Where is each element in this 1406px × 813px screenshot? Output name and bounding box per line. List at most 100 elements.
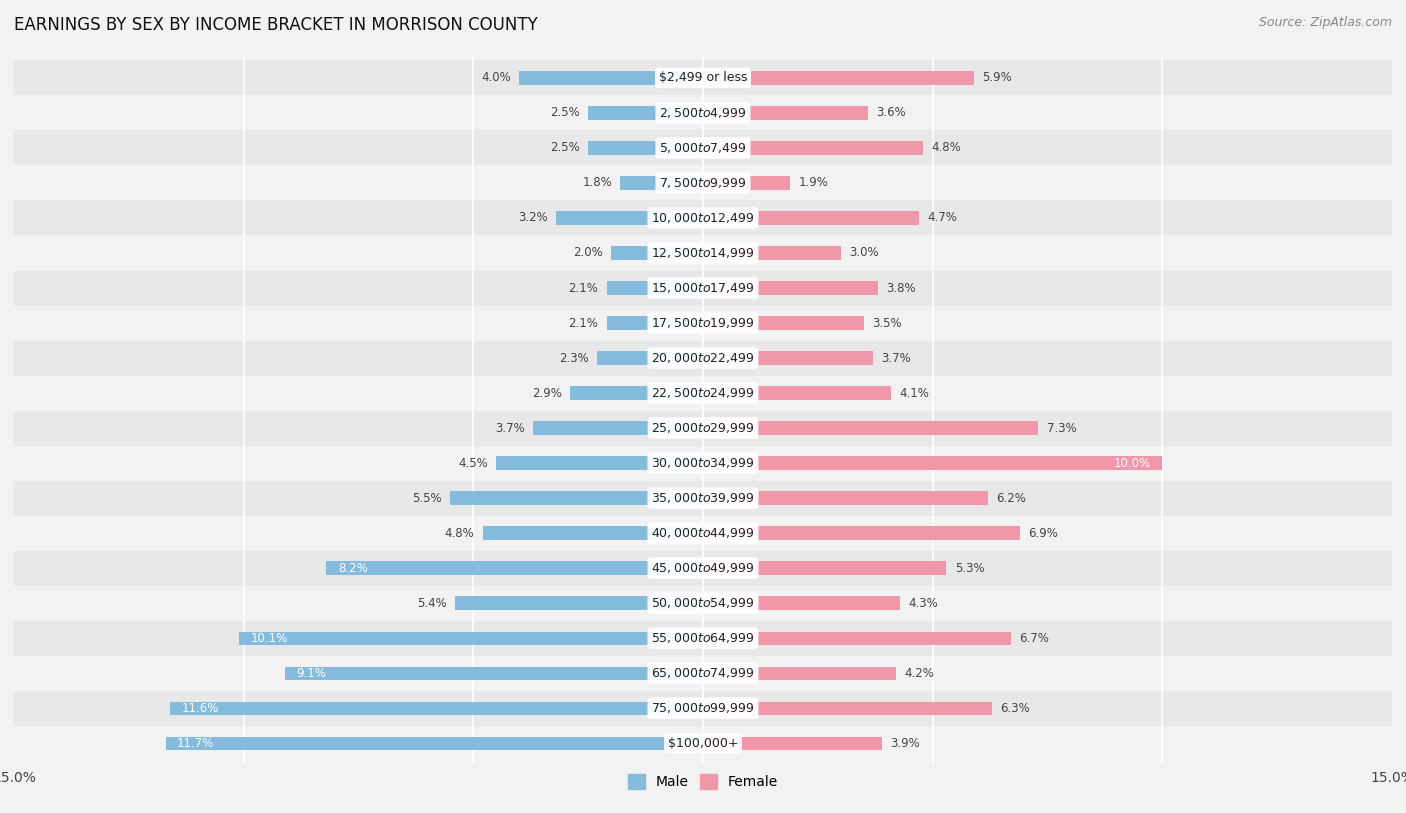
Bar — [612, 246, 703, 259]
Bar — [285, 667, 703, 680]
Text: 3.5%: 3.5% — [872, 316, 901, 329]
Bar — [326, 562, 703, 575]
Text: 3.0%: 3.0% — [849, 246, 879, 259]
Bar — [170, 702, 703, 715]
Bar — [496, 456, 703, 470]
Bar — [14, 620, 1392, 655]
Text: 6.9%: 6.9% — [1028, 527, 1059, 540]
Bar — [14, 201, 1392, 236]
Bar — [14, 585, 1392, 620]
Text: $2,499 or less: $2,499 or less — [659, 72, 747, 85]
Bar — [166, 737, 703, 750]
Text: 4.0%: 4.0% — [481, 72, 510, 85]
Text: $25,000 to $29,999: $25,000 to $29,999 — [651, 421, 755, 435]
Bar — [703, 351, 873, 365]
Text: 6.2%: 6.2% — [995, 492, 1026, 505]
Bar — [703, 562, 946, 575]
Bar — [14, 550, 1392, 585]
Bar — [14, 515, 1392, 550]
Bar — [14, 480, 1392, 515]
Text: 3.2%: 3.2% — [517, 211, 548, 224]
Bar — [588, 107, 703, 120]
Bar — [703, 527, 1019, 540]
Bar — [598, 351, 703, 365]
Bar — [482, 527, 703, 540]
Bar — [703, 316, 863, 330]
Text: 10.1%: 10.1% — [250, 632, 288, 645]
Bar — [14, 306, 1392, 341]
Text: 2.5%: 2.5% — [550, 141, 579, 154]
Text: 11.7%: 11.7% — [177, 737, 215, 750]
Text: 6.7%: 6.7% — [1019, 632, 1049, 645]
Text: $15,000 to $17,499: $15,000 to $17,499 — [651, 281, 755, 295]
Bar — [239, 632, 703, 645]
Text: 2.1%: 2.1% — [568, 316, 599, 329]
Bar — [450, 491, 703, 505]
Text: 2.0%: 2.0% — [574, 246, 603, 259]
Bar — [14, 376, 1392, 411]
Text: 5.3%: 5.3% — [955, 562, 984, 575]
Text: EARNINGS BY SEX BY INCOME BRACKET IN MORRISON COUNTY: EARNINGS BY SEX BY INCOME BRACKET IN MOR… — [14, 16, 538, 34]
Text: 2.5%: 2.5% — [550, 107, 579, 120]
Text: 4.8%: 4.8% — [932, 141, 962, 154]
Text: 1.8%: 1.8% — [582, 176, 612, 189]
Bar — [555, 211, 703, 224]
Bar — [588, 141, 703, 154]
Text: $55,000 to $64,999: $55,000 to $64,999 — [651, 631, 755, 646]
Text: $7,500 to $9,999: $7,500 to $9,999 — [659, 176, 747, 190]
Text: 2.3%: 2.3% — [560, 351, 589, 364]
Bar — [519, 72, 703, 85]
Text: $35,000 to $39,999: $35,000 to $39,999 — [651, 491, 755, 505]
Text: 4.1%: 4.1% — [900, 386, 929, 399]
Text: $17,500 to $19,999: $17,500 to $19,999 — [651, 316, 755, 330]
Bar — [14, 655, 1392, 691]
Bar — [703, 597, 900, 610]
Text: $2,500 to $4,999: $2,500 to $4,999 — [659, 106, 747, 120]
Bar — [703, 702, 993, 715]
Bar — [14, 236, 1392, 271]
Text: 11.6%: 11.6% — [181, 702, 219, 715]
Bar — [14, 95, 1392, 130]
Bar — [703, 176, 790, 189]
Bar — [456, 597, 703, 610]
Text: 10.0%: 10.0% — [1114, 457, 1152, 470]
Bar — [703, 281, 877, 294]
Text: 4.5%: 4.5% — [458, 457, 488, 470]
Text: $50,000 to $54,999: $50,000 to $54,999 — [651, 596, 755, 610]
Text: 4.8%: 4.8% — [444, 527, 474, 540]
Bar — [14, 446, 1392, 480]
Text: 5.5%: 5.5% — [412, 492, 441, 505]
Text: 2.1%: 2.1% — [568, 281, 599, 294]
Text: 3.7%: 3.7% — [882, 351, 911, 364]
Text: $30,000 to $34,999: $30,000 to $34,999 — [651, 456, 755, 470]
Bar — [14, 341, 1392, 376]
Bar — [14, 130, 1392, 166]
Text: $20,000 to $22,499: $20,000 to $22,499 — [651, 351, 755, 365]
Bar — [703, 737, 882, 750]
Text: $40,000 to $44,999: $40,000 to $44,999 — [651, 526, 755, 540]
Text: 8.2%: 8.2% — [337, 562, 367, 575]
Legend: Male, Female: Male, Female — [621, 767, 785, 796]
Text: $100,000+: $100,000+ — [668, 737, 738, 750]
Bar — [620, 176, 703, 189]
Text: 3.7%: 3.7% — [495, 422, 524, 435]
Text: $22,500 to $24,999: $22,500 to $24,999 — [651, 386, 755, 400]
Bar — [703, 211, 920, 224]
Text: $10,000 to $12,499: $10,000 to $12,499 — [651, 211, 755, 225]
Bar — [703, 667, 896, 680]
Text: $65,000 to $74,999: $65,000 to $74,999 — [651, 666, 755, 680]
Bar — [703, 386, 891, 400]
Bar — [533, 421, 703, 435]
Text: 1.9%: 1.9% — [799, 176, 828, 189]
Text: 5.4%: 5.4% — [418, 597, 447, 610]
Bar — [606, 281, 703, 294]
Text: $45,000 to $49,999: $45,000 to $49,999 — [651, 561, 755, 575]
Text: 3.6%: 3.6% — [876, 107, 907, 120]
Text: 3.9%: 3.9% — [890, 737, 920, 750]
Bar — [703, 421, 1038, 435]
Text: 6.3%: 6.3% — [1001, 702, 1031, 715]
Text: 2.9%: 2.9% — [531, 386, 561, 399]
Bar — [703, 141, 924, 154]
Text: $75,000 to $99,999: $75,000 to $99,999 — [651, 701, 755, 715]
Bar — [703, 491, 988, 505]
